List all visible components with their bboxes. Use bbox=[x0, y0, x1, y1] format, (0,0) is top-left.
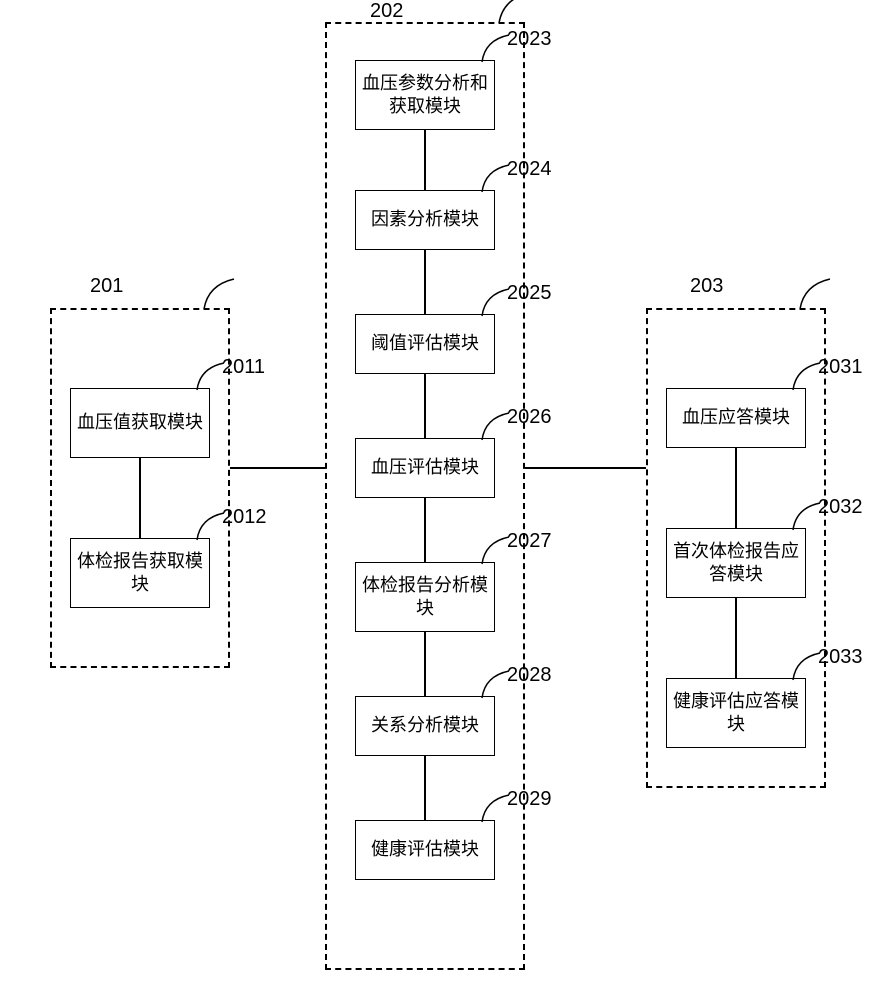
group-leader-201 bbox=[200, 273, 240, 311]
connector-2024-2025 bbox=[424, 250, 426, 314]
connector-2023-2024 bbox=[424, 130, 426, 190]
node-label-2028: 2028 bbox=[507, 664, 552, 687]
node-2028: 关系分析模块 bbox=[355, 696, 495, 756]
connector-2032-2033 bbox=[735, 598, 737, 678]
group-label-202: 202 bbox=[370, 0, 403, 23]
connector-2011-2012 bbox=[139, 458, 141, 538]
node-label-2024: 2024 bbox=[507, 158, 552, 181]
node-2032: 首次体检报告应答模块 bbox=[666, 528, 806, 598]
connector-2027-2028 bbox=[424, 632, 426, 696]
node-2024: 因素分析模块 bbox=[355, 190, 495, 250]
connector-2031-2032 bbox=[735, 448, 737, 528]
node-2025: 阈值评估模块 bbox=[355, 314, 495, 374]
node-label-2033: 2033 bbox=[818, 646, 863, 669]
node-2033: 健康评估应答模块 bbox=[666, 678, 806, 748]
node-label-2012: 2012 bbox=[222, 506, 267, 529]
connector-2028-2029 bbox=[424, 756, 426, 820]
group-label-201: 201 bbox=[90, 275, 123, 298]
node-label-2023: 2023 bbox=[507, 28, 552, 51]
connector-202-203 bbox=[525, 467, 646, 469]
node-2031: 血压应答模块 bbox=[666, 388, 806, 448]
node-label-2026: 2026 bbox=[507, 406, 552, 429]
node-label-2029: 2029 bbox=[507, 788, 552, 811]
group-leader-203 bbox=[796, 273, 836, 311]
connector-201-202 bbox=[230, 467, 325, 469]
node-2012: 体检报告获取模块 bbox=[70, 538, 210, 608]
node-2011: 血压值获取模块 bbox=[70, 388, 210, 458]
node-2027: 体检报告分析模块 bbox=[355, 562, 495, 632]
diagram-canvas: 201 202 203 血压值获取模块 2011 体检报告获取模块 2012 血压参数分析和获… bbox=[0, 0, 889, 1000]
node-label-2027: 2027 bbox=[507, 530, 552, 553]
group-label-203: 203 bbox=[690, 275, 723, 298]
node-label-2032: 2032 bbox=[818, 496, 863, 519]
connector-2025-2026 bbox=[424, 374, 426, 438]
node-label-2011: 2011 bbox=[222, 356, 265, 379]
node-2026: 血压评估模块 bbox=[355, 438, 495, 498]
connector-2026-2027 bbox=[424, 498, 426, 562]
node-2029: 健康评估模块 bbox=[355, 820, 495, 880]
node-2023: 血压参数分析和获取模块 bbox=[355, 60, 495, 130]
node-label-2031: 2031 bbox=[818, 356, 863, 379]
node-label-2025: 2025 bbox=[507, 282, 552, 305]
